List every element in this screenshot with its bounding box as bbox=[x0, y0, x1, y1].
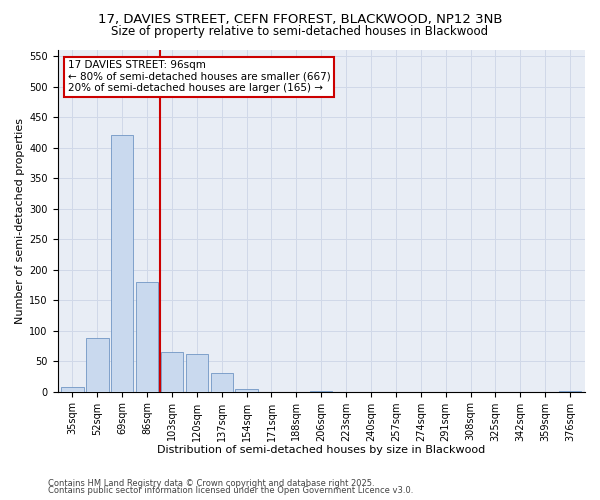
Text: 17 DAVIES STREET: 96sqm
← 80% of semi-detached houses are smaller (667)
20% of s: 17 DAVIES STREET: 96sqm ← 80% of semi-de… bbox=[68, 60, 331, 94]
Bar bbox=[310, 391, 332, 392]
Bar bbox=[211, 374, 233, 392]
Text: Contains public sector information licensed under the Open Government Licence v3: Contains public sector information licen… bbox=[48, 486, 413, 495]
Y-axis label: Number of semi-detached properties: Number of semi-detached properties bbox=[15, 118, 25, 324]
Bar bbox=[111, 136, 133, 392]
Bar bbox=[61, 386, 83, 392]
Bar bbox=[161, 352, 183, 392]
Text: Size of property relative to semi-detached houses in Blackwood: Size of property relative to semi-detach… bbox=[112, 25, 488, 38]
Bar bbox=[235, 388, 258, 392]
X-axis label: Distribution of semi-detached houses by size in Blackwood: Distribution of semi-detached houses by … bbox=[157, 445, 485, 455]
Text: Contains HM Land Registry data © Crown copyright and database right 2025.: Contains HM Land Registry data © Crown c… bbox=[48, 478, 374, 488]
Text: 17, DAVIES STREET, CEFN FFOREST, BLACKWOOD, NP12 3NB: 17, DAVIES STREET, CEFN FFOREST, BLACKWO… bbox=[98, 12, 502, 26]
Bar bbox=[559, 391, 581, 392]
Bar bbox=[136, 282, 158, 392]
Bar bbox=[86, 338, 109, 392]
Bar bbox=[185, 354, 208, 392]
